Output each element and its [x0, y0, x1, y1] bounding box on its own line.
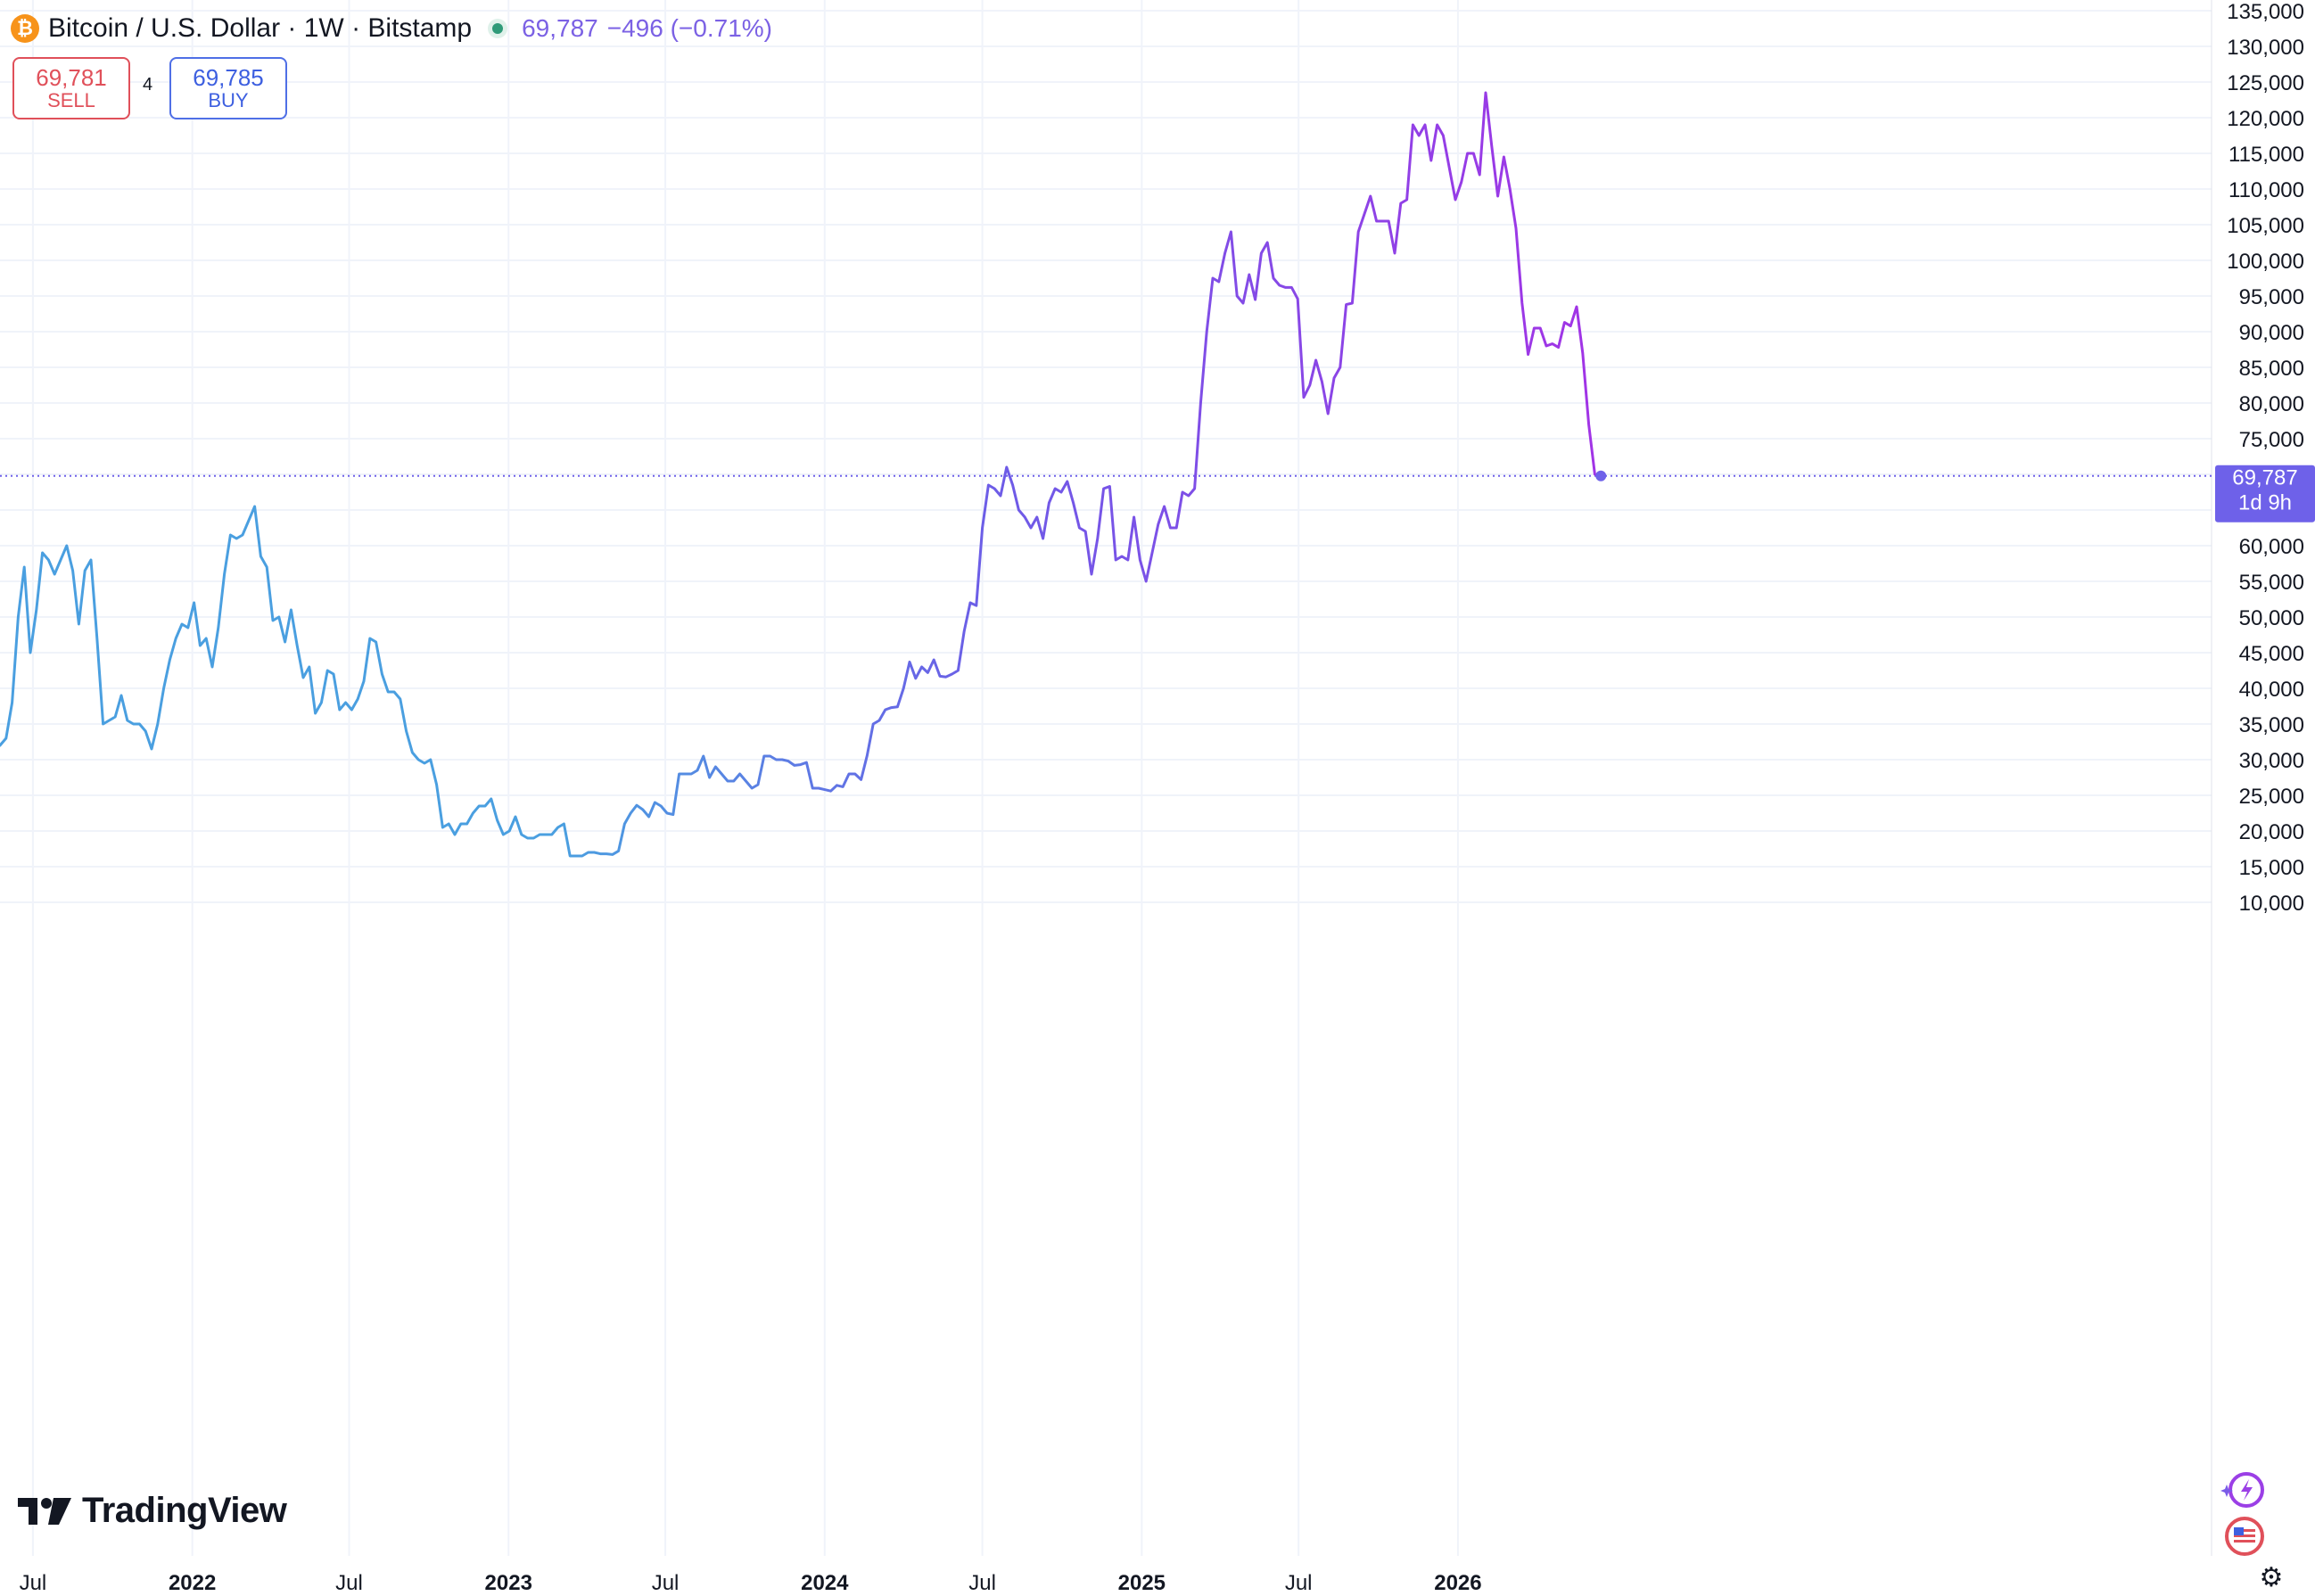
y-tick-label: 75,000 — [2239, 428, 2304, 452]
time-axis[interactable]: Jul 2022 Jul 2023 Jul 2024 Jul 2025 Jul 2026 — [20, 1571, 1482, 1595]
x-tick-label: Jul — [968, 1571, 996, 1595]
last-price-label-value: 69,787 — [2232, 466, 2297, 490]
x-tick-label: 2022 — [169, 1571, 216, 1595]
y-tick-label: 115,000 — [2228, 143, 2304, 167]
horizontal-gridlines — [0, 10, 2212, 903]
tradingview-logo-icon — [18, 1497, 71, 1525]
last-price-label-bg — [2215, 465, 2315, 522]
y-tick-label: 95,000 — [2239, 285, 2304, 309]
buy-button[interactable]: 69,785 BUY — [169, 57, 287, 119]
y-tick-label: 110,000 — [2228, 178, 2304, 202]
y-tick-label: 15,000 — [2239, 856, 2304, 880]
last-price-dot — [1595, 470, 1607, 481]
sell-button[interactable]: 69,781 SELL — [12, 57, 130, 119]
sell-price: 69,781 — [36, 63, 107, 91]
y-tick-label: 60,000 — [2239, 535, 2304, 559]
y-tick-label: 85,000 — [2239, 357, 2304, 381]
y-tick-label: 100,000 — [2227, 250, 2304, 274]
last-price: 69,787 — [522, 14, 598, 42]
y-tick-label: 135,000 — [2227, 0, 2304, 24]
y-tick-label: 125,000 — [2227, 71, 2304, 95]
y-tick-label: 40,000 — [2239, 678, 2304, 702]
x-tick-label: 2026 — [1434, 1571, 1481, 1595]
y-tick-label: 55,000 — [2239, 571, 2304, 595]
lightning-icon[interactable] — [2217, 1464, 2269, 1516]
last-price-label: 69,787 1d 9h — [2215, 465, 2315, 522]
x-tick-label: Jul — [20, 1571, 47, 1595]
price-change: −496 (−0.71%) — [606, 14, 772, 42]
x-tick-label: Jul — [335, 1571, 363, 1595]
x-tick-label: 2025 — [1118, 1571, 1166, 1595]
y-tick-label: 90,000 — [2239, 321, 2304, 345]
tradingview-logo-text: TradingView — [82, 1491, 287, 1530]
symbol-header[interactable]: ₿ Bitcoin / U.S. Dollar · 1W · Bitstamp … — [11, 9, 781, 48]
x-tick-label: 2023 — [485, 1571, 532, 1595]
price-axis[interactable]: 135,000 130,000 125,000 120,000 115,000 110,0… — [2227, 0, 2304, 916]
y-tick-label: 20,000 — [2239, 820, 2304, 844]
y-tick-label: 80,000 — [2239, 392, 2304, 416]
y-tick-label: 120,000 — [2227, 107, 2304, 131]
bitcoin-icon: ₿ — [11, 14, 39, 43]
bar-countdown: 1d 9h — [2238, 491, 2292, 515]
y-tick-label: 25,000 — [2239, 785, 2304, 809]
us-flag-icon[interactable] — [2217, 1509, 2269, 1560]
price-line — [0, 91, 1602, 858]
quote-values: 69,787 −496 (−0.71%) — [522, 14, 781, 43]
x-tick-label: Jul — [1285, 1571, 1313, 1595]
buy-price: 69,785 — [193, 63, 264, 91]
y-tick-label: 30,000 — [2239, 749, 2304, 773]
spread-value: 4 — [143, 75, 153, 95]
y-tick-label: 105,000 — [2227, 214, 2304, 238]
y-tick-label: 50,000 — [2239, 606, 2304, 630]
symbol-title[interactable]: Bitcoin / U.S. Dollar · 1W · Bitstamp — [48, 13, 473, 43]
market-status-icon[interactable] — [488, 19, 508, 38]
x-tick-label: 2024 — [801, 1571, 849, 1595]
y-tick-label: 130,000 — [2227, 36, 2304, 60]
x-tick-label: Jul — [652, 1571, 680, 1595]
y-tick-label: 45,000 — [2239, 642, 2304, 666]
vertical-gridlines — [31, 0, 1459, 1556]
sell-label: SELL — [47, 89, 95, 112]
buy-label: BUY — [208, 89, 249, 112]
tradingview-logo[interactable]: TradingView — [18, 1491, 287, 1531]
price-line-series — [0, 91, 1602, 858]
settings-icon[interactable]: ⚙ — [2259, 1562, 2284, 1592]
y-tick-label: 35,000 — [2239, 713, 2304, 737]
y-tick-label: 10,000 — [2239, 892, 2304, 916]
